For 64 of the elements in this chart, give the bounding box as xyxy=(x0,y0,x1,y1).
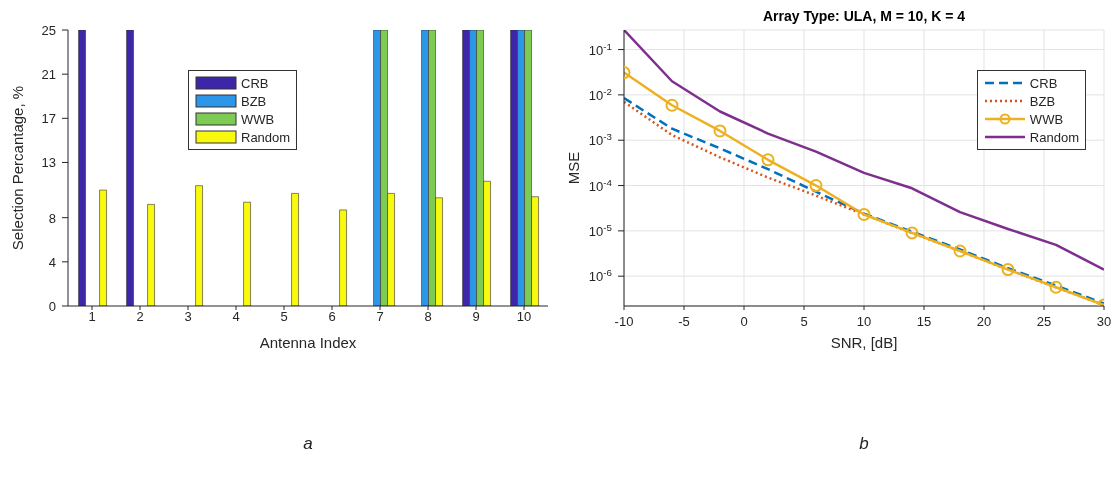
y-tick-label: 10$^{-6}$ xyxy=(588,266,612,285)
y-tick-label: 25 xyxy=(41,23,56,38)
y-tick-label: 4 xyxy=(48,254,56,270)
x-tick-label: 6 xyxy=(328,309,336,325)
bar xyxy=(78,30,86,306)
bar xyxy=(243,201,251,306)
x-tick-label: 8 xyxy=(424,309,432,325)
x-tick-label: 2 xyxy=(136,309,144,325)
y-tick-label: 17 xyxy=(41,111,56,127)
legend-label: CRB xyxy=(1029,75,1058,91)
legend-label: Random xyxy=(1029,129,1079,145)
x-tick-label: 4 xyxy=(232,309,240,325)
text: a xyxy=(302,434,314,454)
point xyxy=(1049,280,1063,294)
legend-label: BZB xyxy=(1029,93,1056,109)
x-tick-label: 7 xyxy=(376,309,384,325)
x-tick-label: -10 xyxy=(614,314,634,329)
x-tick-label: 30 xyxy=(1096,314,1112,329)
y-tick-label: 10$^{-2}$ xyxy=(588,85,612,103)
point xyxy=(761,153,775,167)
point xyxy=(905,226,919,240)
bar xyxy=(339,209,347,306)
bar xyxy=(126,30,134,306)
bar xyxy=(99,189,107,306)
legend-label: WWB xyxy=(1029,111,1064,127)
x-tick-label: 9 xyxy=(472,309,480,325)
y-tick-label: 10$^{-5}$ xyxy=(588,221,613,239)
y-tick-label: 13 xyxy=(41,155,56,171)
point xyxy=(953,244,967,258)
y-tick-label: 0 xyxy=(48,299,56,314)
y-axis-title: Selection Percantage, % xyxy=(9,85,27,251)
y-axis-title: MSE xyxy=(565,151,583,185)
y-tick-label: 10$^{-1}$ xyxy=(588,40,612,58)
x-tick-label: 15 xyxy=(916,314,932,329)
bar xyxy=(195,185,203,306)
x-tick-label: 10 xyxy=(516,309,532,325)
x-tick-label: 1 xyxy=(88,309,96,325)
x-axis-title: Antenna Index xyxy=(259,334,357,351)
x-tick-label: 3 xyxy=(184,309,192,325)
y-tick-label: 8 xyxy=(48,210,56,226)
y-tick-label: 10$^{-4}$ xyxy=(588,176,613,194)
y-tick-label: 21 xyxy=(41,67,56,83)
chart-title: Array Type: ULA, M = 10, K = 4 xyxy=(762,8,966,24)
x-tick-label: 25 xyxy=(1036,314,1052,329)
bar xyxy=(147,204,155,306)
x-tick-label: 5 xyxy=(800,314,808,329)
x-tick-label: 10 xyxy=(856,314,872,329)
x-tick-label: 20 xyxy=(976,314,992,329)
legend-label: CRB xyxy=(241,75,269,91)
bar xyxy=(291,193,299,306)
legend-label: BZB xyxy=(241,93,267,109)
text: b xyxy=(858,434,870,454)
x-axis-title: SNR, [dB] xyxy=(830,334,898,351)
x-tick-label: 0 xyxy=(740,314,748,329)
point xyxy=(665,98,679,112)
point xyxy=(1001,263,1015,277)
x-tick-label: -5 xyxy=(678,314,690,329)
x-tick-label: 5 xyxy=(280,309,288,325)
y-tick-label: 10$^{-3}$ xyxy=(588,130,612,149)
point xyxy=(713,124,727,138)
point xyxy=(857,207,871,221)
point xyxy=(809,179,823,193)
legend-label: Random xyxy=(241,129,291,145)
legend-label: WWB xyxy=(241,111,275,127)
